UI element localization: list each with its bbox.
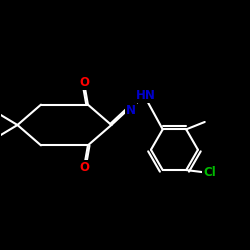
Text: N: N (126, 104, 136, 118)
Text: O: O (79, 76, 89, 89)
Text: Cl: Cl (203, 166, 216, 179)
Text: HN: HN (136, 89, 156, 102)
Text: O: O (79, 161, 89, 174)
